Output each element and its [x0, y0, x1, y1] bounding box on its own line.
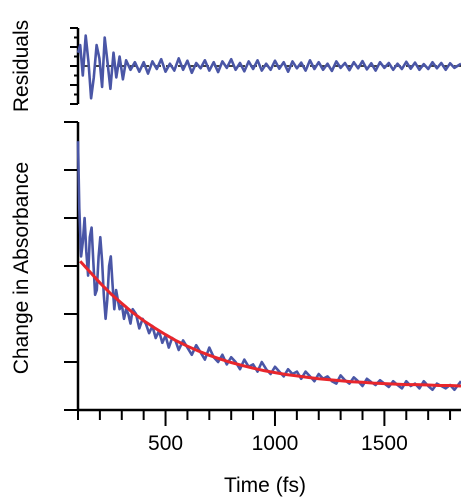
absorbance-panel: 500 1000 1500 Change in Absorbance Time (f… [10, 121, 461, 497]
residuals-panel: Residuals [10, 20, 461, 112]
time-x-tick-label: 1000 [252, 432, 299, 455]
residuals-y-ticks [70, 27, 78, 105]
absorbance-y-ticks [64, 121, 78, 411]
time-x-axis-label: Time (fs) [224, 474, 306, 497]
residuals-series-line [76, 34, 461, 100]
absorbance-y-axis-label: Change in Absorbance [10, 162, 33, 375]
absorbance-fit-curve [79, 260, 461, 388]
time-x-tick-label: 500 [148, 432, 183, 455]
absorbance-data-line [76, 141, 461, 392]
time-x-tick-labels: 500 1000 1500 [148, 432, 408, 455]
time-x-ticks [77, 410, 452, 426]
time-x-tick-label: 1500 [361, 432, 408, 455]
residuals-y-axis-label: Residuals [10, 20, 33, 112]
